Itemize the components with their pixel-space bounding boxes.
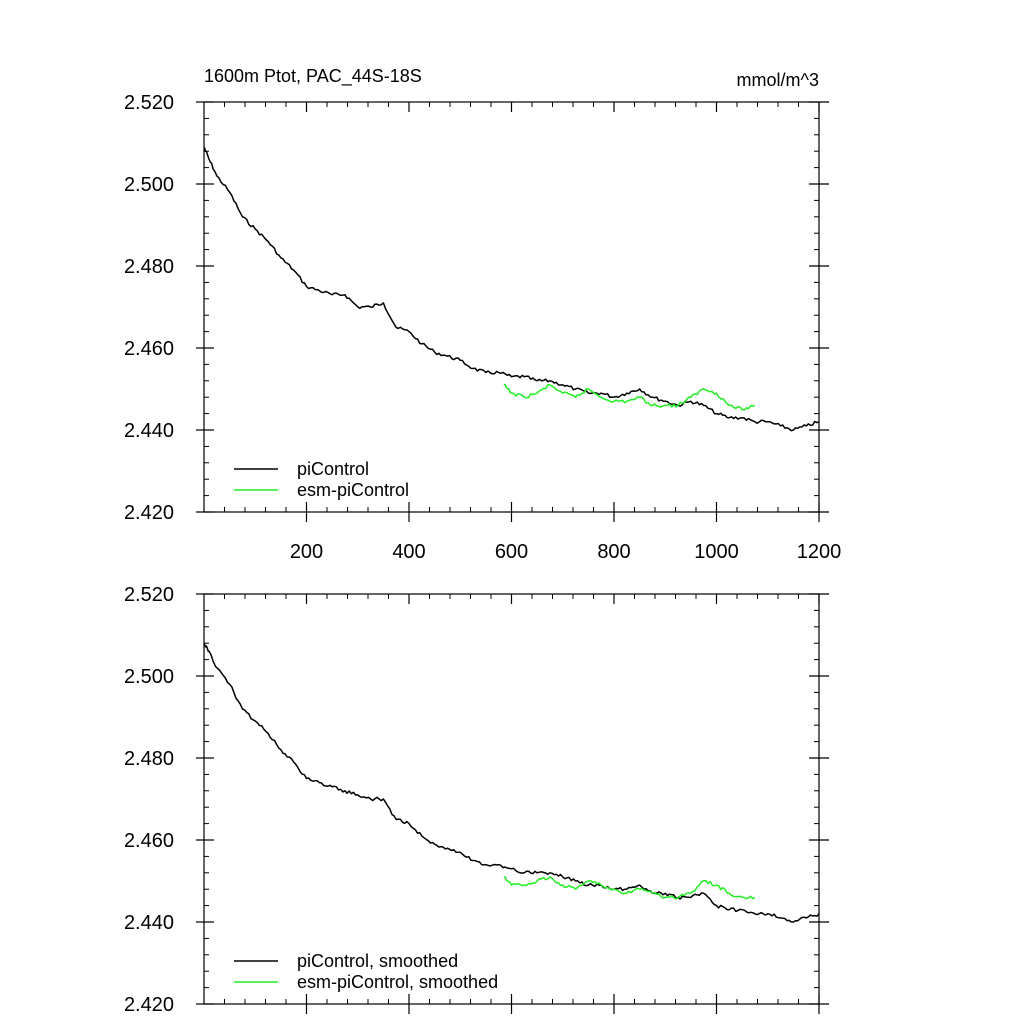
y-tick-label: 2.460 [124,830,174,852]
top-chart-title: 1600m Ptot, PAC_44S-18S [204,66,422,87]
top-plot-frame [203,101,820,513]
y-tick-label: 2.420 [124,994,174,1016]
x-tick-label: 400 [392,541,425,563]
legend-label-esm-picontrol: esm-piControl [297,480,409,500]
series-line-esm-picontrol [503,383,756,411]
series-line-esm-picontrol-smoothed [503,876,756,900]
top-units-label: mmol/m^3 [737,70,819,90]
y-tick-label: 2.480 [124,748,174,770]
series-line-picontrol [203,146,820,432]
y-tick-label: 2.440 [124,912,174,934]
x-tick-label: 800 [597,541,630,563]
y-tick-label: 2.520 [124,584,174,606]
y-tick-label: 2.440 [124,420,174,442]
y-tick-label: 2.480 [124,256,174,278]
series-line-picontrol-smoothed [203,642,820,923]
x-tick-label: 1000 [694,541,739,563]
legend-label-picontrol: piControl [297,459,369,479]
y-tick-label: 2.500 [124,666,174,688]
x-tick-label: 200 [290,541,323,563]
y-tick-label: 2.420 [124,502,174,524]
legend-label-esm-picontrol-smoothed: esm-piControl, smoothed [297,972,498,992]
top-panel: 1600m Ptot, PAC_44S-18S mmol/m^3 piContr… [124,66,841,563]
x-tick-label: 1200 [797,541,842,563]
y-tick-label: 2.500 [124,174,174,196]
x-tick-label: 600 [495,541,528,563]
bottom-panel: piControl, smoothed esm-piControl, smoot… [124,584,829,1016]
y-tick-label: 2.460 [124,338,174,360]
y-tick-label: 2.520 [124,92,174,114]
legend-label-picontrol-smoothed: piControl, smoothed [297,951,458,971]
top-legend: piControl esm-piControl [234,459,409,500]
bottom-legend: piControl, smoothed esm-piControl, smoot… [234,951,498,992]
bottom-plot-frame [203,593,820,1005]
